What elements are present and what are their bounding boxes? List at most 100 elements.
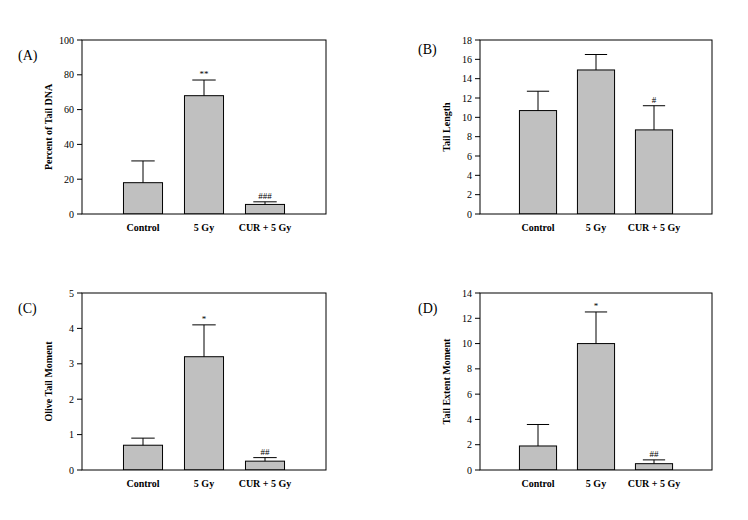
y-tick-label: 3 (69, 358, 74, 369)
y-tick (77, 293, 82, 294)
y-tick (475, 214, 480, 215)
plot-area (123, 325, 284, 470)
error-bar (253, 202, 276, 205)
bar (519, 111, 556, 214)
y-tick (77, 40, 82, 41)
y-tick-label: 10 (462, 338, 472, 349)
y-tick-label: 0 (69, 209, 74, 220)
y-tick (77, 328, 82, 329)
x-tick-label: 5 Gy (194, 222, 214, 233)
error-bar (585, 55, 607, 70)
significance-label: # (652, 95, 657, 105)
y-tick (77, 363, 82, 364)
error-bar (585, 312, 607, 344)
y-axis-label: Percent of Tail DNA (43, 83, 54, 170)
y-tick (475, 59, 480, 60)
y-tick (475, 394, 480, 395)
x-tick-label: Control (521, 478, 554, 489)
y-tick-label: 0 (69, 465, 74, 476)
bar (519, 446, 556, 470)
y-tick-label: 2 (69, 394, 74, 405)
x-tick-label: CUR + 5 Gy (239, 222, 292, 233)
y-tick (77, 399, 82, 400)
axes-frame (480, 40, 712, 214)
x-tick-label: Control (126, 222, 159, 233)
y-tick-label: 0 (467, 465, 472, 476)
y-tick (475, 117, 480, 118)
x-tick-label: CUR + 5 Gy (628, 478, 681, 489)
bar (635, 130, 672, 214)
y-tick (77, 144, 82, 145)
significance-label: ### (258, 191, 272, 201)
y-tick-label: 60 (64, 104, 74, 115)
panel-label: (B) (418, 42, 437, 58)
error-bar (643, 106, 665, 130)
y-tick-label: 80 (64, 69, 74, 80)
bar (577, 344, 614, 470)
x-tick-label: 5 Gy (194, 478, 214, 489)
y-tick (475, 78, 480, 79)
plot-area (123, 80, 284, 214)
x-tick-label: CUR + 5 Gy (239, 478, 292, 489)
significance-label: * (594, 301, 599, 311)
bar (184, 96, 223, 214)
bar (245, 461, 284, 470)
y-tick (475, 318, 480, 319)
y-tick-label: 12 (462, 313, 472, 324)
error-bar (643, 460, 665, 464)
x-tick-label: 5 Gy (586, 222, 606, 233)
significance-label: ## (261, 447, 271, 457)
panel: (D)*##02468101214Control5 GyCUR + 5 GyTa… (418, 288, 712, 490)
y-tick (475, 343, 480, 344)
error-bar (131, 438, 154, 445)
significance-label: ** (200, 69, 210, 79)
bar (577, 70, 614, 214)
y-tick-label: 20 (64, 174, 74, 185)
plot-area (519, 312, 672, 470)
y-tick (475, 175, 480, 176)
y-tick-label: 10 (462, 112, 472, 123)
y-tick (77, 109, 82, 110)
figure: (A)**###020406080100Control5 GyCUR + 5 G… (0, 0, 748, 520)
x-tick-label: 5 Gy (586, 478, 606, 489)
panel-label: (C) (18, 301, 37, 317)
y-tick (475, 293, 480, 294)
y-tick-label: 4 (467, 170, 472, 181)
panel-label: (D) (418, 301, 438, 317)
error-bar (527, 91, 549, 110)
bar (123, 183, 162, 214)
y-tick-label: 5 (69, 288, 74, 299)
error-bar (527, 424, 549, 445)
y-tick (77, 434, 82, 435)
y-tick (77, 179, 82, 180)
y-tick-label: 12 (462, 93, 472, 104)
bar (635, 464, 672, 470)
axes-frame (82, 40, 326, 214)
x-tick-label: Control (521, 222, 554, 233)
x-tick-label: CUR + 5 Gy (628, 222, 681, 233)
panel-label: (A) (18, 48, 38, 64)
panel: (C)*##012345Control5 GyCUR + 5 GyOlive T… (18, 288, 326, 490)
y-tick-label: 16 (462, 54, 472, 65)
y-tick-label: 2 (467, 189, 472, 200)
y-tick-label: 14 (462, 288, 472, 299)
y-tick (475, 98, 480, 99)
y-tick-label: 0 (467, 209, 472, 220)
y-tick-label: 2 (467, 439, 472, 450)
axes-frame (480, 293, 712, 470)
y-axis-label: Olive Tail Moment (43, 341, 54, 422)
y-tick (475, 136, 480, 137)
y-tick-label: 8 (467, 131, 472, 142)
y-tick (77, 74, 82, 75)
significance-label: ## (650, 449, 660, 459)
y-tick (475, 470, 480, 471)
panel: (A)**###020406080100Control5 GyCUR + 5 G… (18, 35, 326, 234)
y-tick (475, 194, 480, 195)
bar (123, 445, 162, 470)
x-tick-label: Control (126, 478, 159, 489)
y-tick (475, 156, 480, 157)
y-axis-label: Tail Extent Moment (441, 338, 452, 424)
y-tick-label: 6 (467, 151, 472, 162)
y-tick (475, 368, 480, 369)
y-tick-label: 100 (59, 35, 74, 46)
